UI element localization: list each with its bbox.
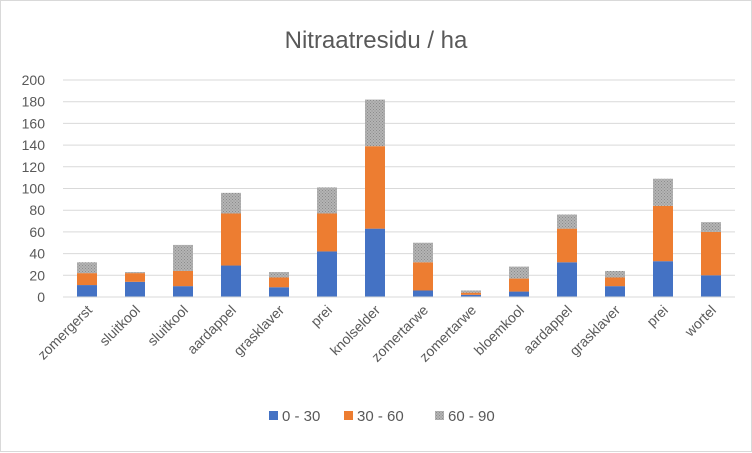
y-tick-label: 120 xyxy=(22,159,46,175)
x-tick-label: prei xyxy=(307,302,335,330)
x-tick-label: sluitkool xyxy=(96,302,143,349)
bar-segment-30-60 xyxy=(173,270,193,287)
bar-segment-0-30 xyxy=(77,285,97,297)
y-axis-ticks: 0 20 40 60 80 100 120 140 160 180 200 xyxy=(22,72,46,305)
bar-segment-60-90 xyxy=(461,290,481,293)
bar-segment-0-30 xyxy=(701,275,721,297)
legend-label: 30 - 60 xyxy=(357,408,404,425)
y-tick-label: 100 xyxy=(22,181,46,197)
bar-segment-60-90 xyxy=(653,178,673,206)
x-tick-label: sluitkool xyxy=(144,302,191,349)
bar-segment-30-60 xyxy=(509,278,529,292)
bar-segment-0-30 xyxy=(461,294,481,297)
legend-swatch xyxy=(344,411,353,420)
y-tick-label: 60 xyxy=(29,224,45,240)
bar-segment-30-60 xyxy=(653,205,673,262)
x-tick-label: prei xyxy=(643,302,671,330)
x-tick-label: wortel xyxy=(681,302,719,340)
bar-segment-0-30 xyxy=(269,287,289,297)
legend-label: 0 - 30 xyxy=(282,408,320,425)
bar-segment-0-30 xyxy=(605,286,625,297)
y-tick-label: 200 xyxy=(22,72,46,88)
bar-segment-0-30 xyxy=(509,291,529,297)
bar-segment-30-60 xyxy=(317,213,337,252)
chart-title: Nitraatresidu / ha xyxy=(285,27,468,54)
bar-segment-30-60 xyxy=(701,231,721,276)
y-tick-label: 160 xyxy=(22,115,46,131)
bar-segment-0-30 xyxy=(365,228,385,297)
bar-segment-0-30 xyxy=(317,251,337,297)
y-tick-label: 80 xyxy=(29,202,45,218)
legend-swatch xyxy=(269,411,278,420)
bar-segment-60-90 xyxy=(269,272,289,278)
bar-segment-30-60 xyxy=(461,292,481,295)
x-tick-label: grasklaver xyxy=(566,302,623,359)
bar-segment-60-90 xyxy=(365,99,385,147)
bar-segment-30-60 xyxy=(77,273,97,286)
bar-segment-0-30 xyxy=(413,290,433,297)
bar-segment-60-90 xyxy=(509,266,529,279)
bar-segment-30-60 xyxy=(365,146,385,229)
x-tick-label: zomergerst xyxy=(34,302,95,363)
bar-segment-0-30 xyxy=(221,265,241,297)
bar-segment-60-90 xyxy=(317,187,337,214)
bar-segment-60-90 xyxy=(77,262,97,274)
x-tick-label: grasklaver xyxy=(230,302,287,359)
bar-segment-60-90 xyxy=(557,214,577,229)
bar-segment-60-90 xyxy=(125,272,145,274)
bars xyxy=(77,99,721,297)
bar-segment-60-90 xyxy=(413,242,433,263)
bar-segment-0-30 xyxy=(173,286,193,297)
y-tick-label: 140 xyxy=(22,137,46,153)
bar-segment-30-60 xyxy=(605,277,625,287)
legend-label: 60 - 90 xyxy=(448,408,495,425)
bar-segment-0-30 xyxy=(653,261,673,297)
grid-lines xyxy=(63,79,735,276)
y-tick-label: 0 xyxy=(37,289,45,305)
y-tick-label: 40 xyxy=(29,246,45,262)
bar-segment-60-90 xyxy=(221,192,241,214)
legend: 0 - 30 30 - 60 60 - 90 xyxy=(269,408,495,425)
legend-swatch xyxy=(435,411,444,420)
bar-segment-30-60 xyxy=(221,213,241,266)
bar-segment-0-30 xyxy=(125,281,145,297)
x-tick-label: bloemkool xyxy=(471,302,527,358)
bar-segment-60-90 xyxy=(173,244,193,271)
bar-segment-60-90 xyxy=(605,270,625,278)
bar-segment-0-30 xyxy=(557,262,577,297)
x-axis-ticks: zomergerst sluitkool sluitkoolaardappelgra… xyxy=(34,302,719,365)
bar-segment-30-60 xyxy=(557,228,577,263)
y-tick-label: 20 xyxy=(29,267,45,283)
bar-segment-30-60 xyxy=(269,277,289,288)
bar-segment-30-60 xyxy=(125,273,145,282)
bar-segment-60-90 xyxy=(701,222,721,232)
y-tick-label: 180 xyxy=(22,94,46,110)
bar-segment-30-60 xyxy=(413,262,433,291)
